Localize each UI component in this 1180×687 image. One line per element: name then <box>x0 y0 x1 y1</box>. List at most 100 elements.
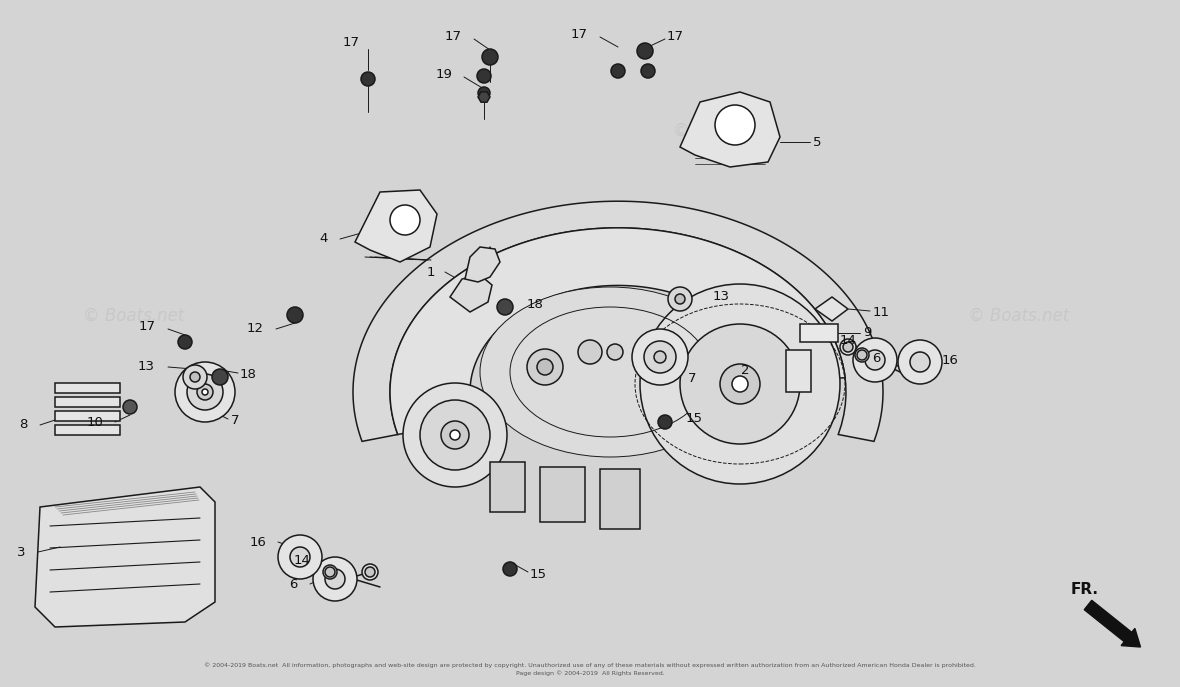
Circle shape <box>527 349 563 385</box>
Bar <box>599 469 640 529</box>
Text: 5: 5 <box>813 135 821 148</box>
Circle shape <box>313 557 358 601</box>
Text: 9: 9 <box>863 326 871 339</box>
Polygon shape <box>465 247 500 282</box>
Circle shape <box>640 284 840 484</box>
Polygon shape <box>478 92 490 102</box>
Circle shape <box>478 87 490 99</box>
Ellipse shape <box>480 287 740 457</box>
Text: 17: 17 <box>571 28 588 41</box>
Text: 7: 7 <box>688 372 696 385</box>
Circle shape <box>361 72 375 86</box>
Text: © Boats.net: © Boats.net <box>378 390 479 407</box>
Circle shape <box>843 342 853 352</box>
Bar <box>55 383 120 393</box>
Text: FR.: FR. <box>1071 581 1099 596</box>
Circle shape <box>840 339 856 355</box>
Text: 13: 13 <box>138 361 155 374</box>
Circle shape <box>391 205 420 235</box>
Circle shape <box>641 64 655 78</box>
Circle shape <box>637 43 653 59</box>
Circle shape <box>362 564 378 580</box>
Text: © Boats.net: © Boats.net <box>83 307 184 325</box>
Text: 15: 15 <box>686 412 703 425</box>
Circle shape <box>212 369 228 385</box>
Text: 19: 19 <box>435 69 452 82</box>
Text: 15: 15 <box>530 567 548 581</box>
Circle shape <box>450 430 460 440</box>
Circle shape <box>658 415 671 429</box>
Circle shape <box>853 338 897 382</box>
Bar <box>540 467 585 522</box>
Text: 6: 6 <box>872 352 880 365</box>
Text: 17: 17 <box>139 321 156 333</box>
Circle shape <box>175 362 235 422</box>
Text: 16: 16 <box>249 535 266 548</box>
Circle shape <box>856 348 868 362</box>
Text: 4: 4 <box>320 232 328 245</box>
Bar <box>800 324 838 342</box>
Circle shape <box>715 105 755 145</box>
Polygon shape <box>355 190 437 262</box>
Bar <box>55 397 120 407</box>
Circle shape <box>324 567 335 577</box>
Polygon shape <box>815 297 848 321</box>
Circle shape <box>278 535 322 579</box>
Text: 18: 18 <box>527 298 544 311</box>
Text: 6: 6 <box>289 578 299 591</box>
FancyArrow shape <box>1084 600 1141 647</box>
Circle shape <box>123 400 137 414</box>
Text: 10: 10 <box>86 416 103 429</box>
Circle shape <box>611 64 625 78</box>
Text: © Boats.net: © Boats.net <box>673 122 774 139</box>
Circle shape <box>481 49 498 65</box>
Text: 17: 17 <box>667 30 684 43</box>
Bar <box>786 350 811 392</box>
Text: 8: 8 <box>20 418 28 431</box>
Text: 12: 12 <box>247 322 264 335</box>
Circle shape <box>503 562 517 576</box>
Circle shape <box>202 389 208 395</box>
Circle shape <box>186 374 223 410</box>
Circle shape <box>654 351 666 363</box>
Text: 14: 14 <box>840 333 857 346</box>
Text: 7: 7 <box>231 414 240 427</box>
Circle shape <box>898 340 942 384</box>
Text: 3: 3 <box>17 545 25 559</box>
Circle shape <box>290 547 310 567</box>
Circle shape <box>632 329 688 385</box>
Circle shape <box>197 384 214 400</box>
Circle shape <box>910 352 930 372</box>
Circle shape <box>190 372 199 382</box>
Circle shape <box>857 350 867 360</box>
Bar <box>55 425 120 435</box>
Circle shape <box>420 400 490 470</box>
Circle shape <box>441 421 468 449</box>
Circle shape <box>720 364 760 404</box>
Text: © Boats.net: © Boats.net <box>968 307 1069 325</box>
Circle shape <box>644 341 676 373</box>
Text: 16: 16 <box>942 354 959 368</box>
Text: © Boats.net: © Boats.net <box>519 362 621 380</box>
Circle shape <box>537 359 553 375</box>
Circle shape <box>477 69 491 83</box>
Text: 14: 14 <box>293 554 310 567</box>
Circle shape <box>675 294 686 304</box>
Polygon shape <box>680 92 780 167</box>
Polygon shape <box>35 487 215 627</box>
Bar <box>55 411 120 421</box>
Circle shape <box>404 383 507 487</box>
Text: 17: 17 <box>343 36 360 49</box>
Polygon shape <box>391 228 845 434</box>
Circle shape <box>578 340 602 364</box>
Polygon shape <box>450 275 492 312</box>
Polygon shape <box>353 201 883 441</box>
Circle shape <box>287 307 303 323</box>
Circle shape <box>668 287 691 311</box>
Bar <box>490 462 525 512</box>
Circle shape <box>865 350 885 370</box>
Text: 17: 17 <box>445 30 463 43</box>
Text: 13: 13 <box>713 291 730 304</box>
Circle shape <box>732 376 748 392</box>
Circle shape <box>178 335 192 349</box>
